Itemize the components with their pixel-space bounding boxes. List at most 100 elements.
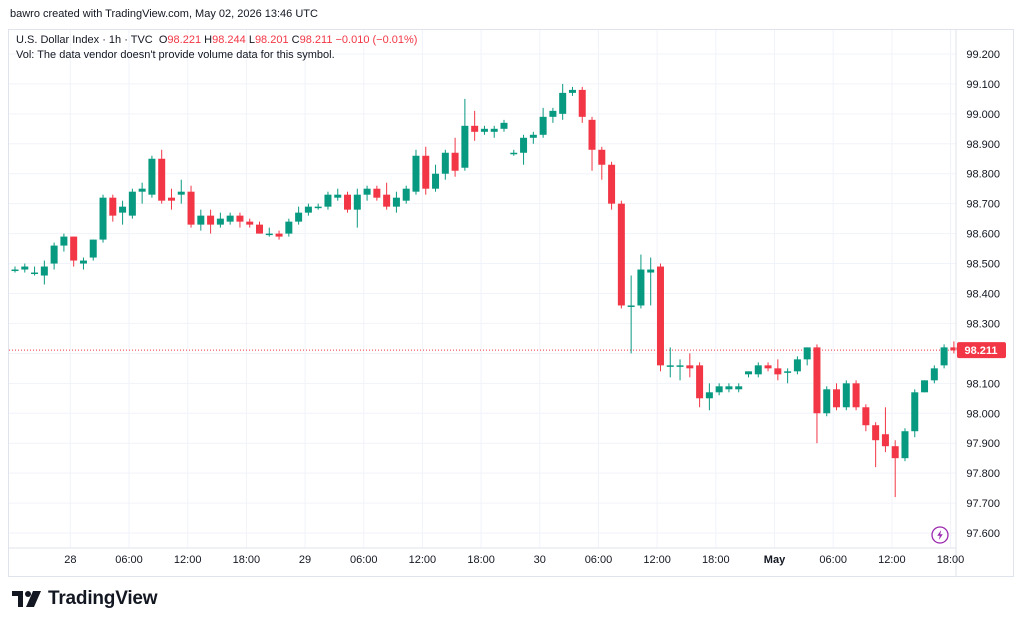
candle-up (119, 200, 127, 225)
candle-down (833, 383, 841, 411)
candle-down (598, 146, 606, 180)
candle-body (510, 152, 518, 155)
candle-body (696, 365, 704, 399)
chart-caption: bawro created with TradingView.com, May … (10, 8, 318, 20)
candle-up (40, 260, 48, 285)
candle-up (823, 386, 831, 417)
candle-down (588, 116, 596, 171)
last-price-label: 98.211 (964, 345, 997, 357)
candle-up (500, 119, 508, 132)
candle-body (686, 365, 694, 369)
candle-down (608, 161, 616, 210)
candle-body (764, 365, 772, 369)
candle-body (148, 158, 156, 195)
candle-body (265, 233, 273, 236)
candle-body (735, 386, 743, 390)
price-tick-label: 98.500 (966, 259, 1000, 271)
candle-body (167, 197, 175, 201)
candle-down (383, 182, 391, 210)
candle-up (803, 347, 811, 366)
candle-up (412, 149, 420, 195)
price-tick-label: 97.700 (966, 498, 1000, 510)
price-tick-label: 98.900 (966, 139, 1000, 151)
chart-pane[interactable] (8, 29, 1014, 577)
candle-up (402, 185, 410, 204)
candle-body (588, 119, 596, 150)
candle-body (656, 266, 664, 366)
last-price-badge (957, 342, 1006, 359)
candle-up (930, 365, 938, 384)
time-tick-label: 06:00 (350, 554, 378, 566)
candle-body (539, 116, 547, 135)
candle-body (950, 347, 958, 351)
symbol-name[interactable]: U.S. Dollar Index · 1h · TVC (16, 34, 153, 46)
time-tick-label: 18:00 (233, 554, 261, 566)
candle-down (950, 341, 958, 354)
price-tick-label: 99.100 (966, 79, 1000, 91)
candle-down (256, 221, 263, 234)
candle-down (167, 188, 175, 210)
candle-body (236, 215, 244, 222)
candle-up (676, 359, 684, 381)
candle-up (461, 98, 469, 171)
candle-down (813, 344, 821, 444)
candle-body (852, 383, 860, 408)
candle-up (735, 383, 743, 393)
candle-up (99, 194, 107, 243)
candle-up (265, 227, 273, 237)
candle-down (187, 185, 195, 228)
time-tick-label: 29 (299, 554, 311, 566)
lightning-alert-icon[interactable] (931, 526, 949, 544)
candle-down (578, 86, 586, 123)
candle-down (774, 359, 782, 381)
candle-body (21, 266, 29, 270)
volume-note: Vol: The data vendor doesn't provide vol… (16, 49, 335, 61)
candle-up (510, 149, 518, 156)
candle-body (480, 128, 488, 132)
candle-body (754, 365, 762, 375)
candle-up (353, 188, 361, 228)
candle-up (627, 275, 635, 354)
candle-down (246, 218, 254, 228)
candle-body (197, 215, 205, 225)
open-value: 98.221 (167, 34, 202, 46)
candle-up (647, 257, 655, 306)
candle-body (275, 233, 283, 237)
candle-up (197, 209, 205, 231)
candle-body (353, 194, 361, 210)
candle-body (725, 386, 733, 390)
candle-body (676, 365, 684, 367)
last-price-label-group: 98.211 (957, 342, 1006, 359)
price-tick-label: 98.400 (966, 288, 1000, 300)
candle-up (295, 206, 303, 225)
candle-body (647, 269, 655, 273)
candle-body (119, 206, 127, 213)
candle-body (930, 368, 938, 381)
candle-body (256, 224, 263, 234)
candle-up (490, 125, 498, 138)
candle-body (177, 191, 185, 195)
candle-body (666, 365, 674, 367)
time-tick-label: 30 (534, 554, 546, 566)
open-label: O (158, 34, 168, 46)
chart-legend: U.S. Dollar Index · 1h · TVC O98.221 H98… (16, 33, 417, 63)
candle-up (940, 344, 948, 369)
candle-up (216, 212, 224, 228)
price-tick-label: 99.000 (966, 109, 1000, 121)
candle-up (138, 182, 146, 204)
candle-body (559, 92, 567, 114)
candle-up (637, 254, 645, 309)
candle-body (833, 389, 841, 408)
candle-down (862, 404, 870, 432)
candle-body (89, 239, 97, 258)
candle-up (921, 380, 929, 393)
price-tick-label: 98.300 (966, 318, 1000, 330)
candle-body (520, 137, 528, 153)
candle-body (158, 158, 166, 201)
candle-body (60, 236, 68, 246)
candle-down (696, 362, 704, 408)
candle-down (236, 212, 244, 228)
candle-down (373, 185, 381, 201)
candle-up (725, 383, 733, 393)
